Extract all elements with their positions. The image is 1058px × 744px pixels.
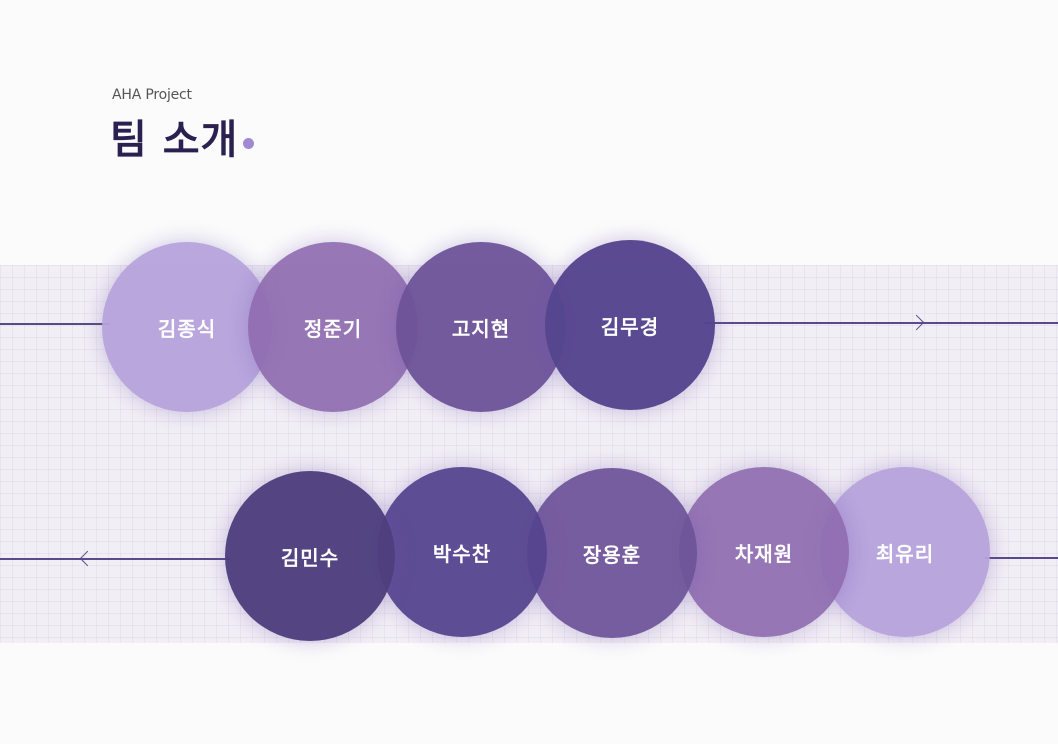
member-name: 박수찬: [432, 541, 492, 566]
member-circle: 정준기: [248, 242, 418, 412]
member-circle: 김무경: [545, 240, 715, 410]
member-name: 정준기: [303, 316, 363, 341]
member-name: 고지현: [451, 316, 511, 341]
title-accent-dot: [243, 138, 254, 149]
member-circle: 고지현: [396, 242, 566, 412]
member-name: 최유리: [875, 541, 935, 566]
member-name: 차재원: [734, 541, 794, 566]
row2-line-right: [985, 557, 1058, 559]
page-title: 팀 소개: [110, 117, 239, 163]
project-subtitle: AHA Project: [112, 87, 192, 103]
member-circle: 차재원: [679, 467, 849, 637]
member-circle: 박수찬: [377, 467, 547, 637]
row1-line-right: [705, 322, 1058, 324]
row1-line-left: [0, 323, 110, 325]
member-name: 김무경: [600, 314, 660, 339]
member-circle: 김민수: [225, 471, 395, 641]
row2-line-left: [0, 558, 230, 560]
member-circle: 장용훈: [527, 468, 697, 638]
member-circle: 김종식: [102, 242, 272, 412]
member-name: 장용훈: [582, 542, 642, 567]
member-name: 김종식: [157, 316, 217, 341]
member-name: 김민수: [280, 545, 340, 570]
